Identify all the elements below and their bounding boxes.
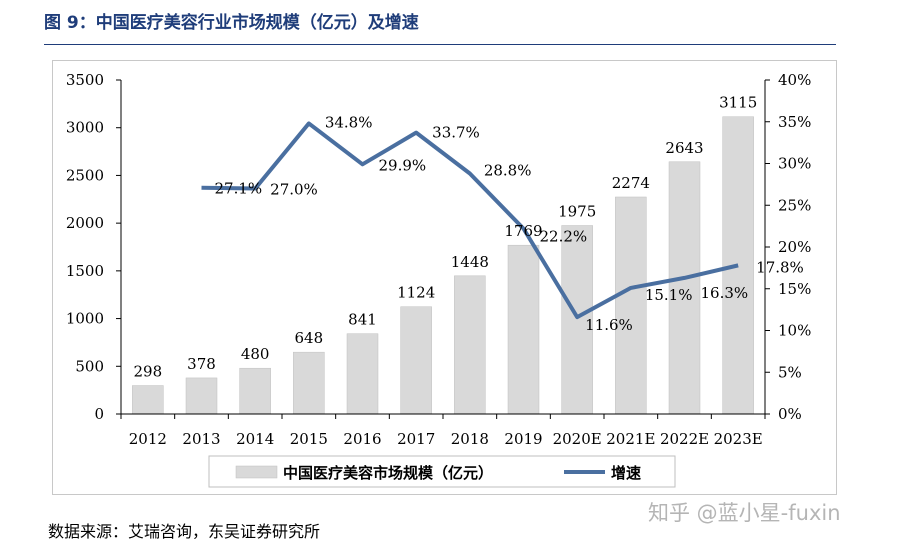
legend: 中国医疗美容市场规模（亿元） 增速 bbox=[208, 455, 676, 488]
bar-value-label: 2274 bbox=[612, 174, 650, 192]
x-tick-label: 2015 bbox=[290, 430, 328, 448]
x-tick-label: 2021E bbox=[606, 430, 655, 448]
x-tick-label: 2012 bbox=[129, 430, 167, 448]
bar-value-label: 378 bbox=[187, 355, 216, 373]
x-tick-label: 2020E bbox=[553, 430, 602, 448]
y2-tick-label: 5% bbox=[778, 363, 802, 381]
labels-group: 298 378 480 648 841 1124 1448 1769 1975 2274 2643 3… bbox=[134, 94, 804, 381]
bar-2016 bbox=[346, 333, 379, 415]
chart-frame bbox=[52, 60, 837, 495]
y-tick-label: 2000 bbox=[66, 214, 104, 232]
y2-tick-label: 25% bbox=[778, 196, 811, 214]
legend-line-label: 增速 bbox=[611, 464, 641, 482]
bar-value-label: 2643 bbox=[665, 139, 703, 157]
bar-2014 bbox=[239, 367, 271, 415]
line-value-label: 17.8% bbox=[756, 258, 804, 276]
line-value-label: 27.1% bbox=[215, 180, 263, 198]
bar-2018 bbox=[454, 275, 486, 415]
x-tick-label: 2017 bbox=[397, 430, 435, 448]
watermark: 知乎 @蓝小星-fuxin bbox=[648, 501, 841, 525]
x-tick-label: 2014 bbox=[236, 430, 274, 448]
bar-value-label: 3115 bbox=[719, 94, 757, 112]
y-tick-label: 1000 bbox=[66, 310, 104, 328]
y2-tick-label: 35% bbox=[778, 113, 811, 131]
bar-2015 bbox=[293, 351, 325, 415]
y2-tick-label: 15% bbox=[778, 280, 811, 298]
line-value-label: 34.8% bbox=[325, 113, 373, 131]
x-tick-label: 2019 bbox=[504, 430, 542, 448]
line-group bbox=[201, 121, 739, 320]
bar-2013 bbox=[185, 377, 218, 415]
x-tick-label: 2013 bbox=[182, 430, 220, 448]
y2-tick-label: 40% bbox=[778, 71, 811, 89]
title-rule bbox=[44, 44, 836, 45]
y-tick-label: 3500 bbox=[66, 71, 104, 89]
bar-2019 bbox=[507, 244, 540, 415]
y2-tick-label: 20% bbox=[778, 238, 811, 256]
y-tick-label: 500 bbox=[75, 357, 104, 375]
bar-value-label: 298 bbox=[134, 363, 163, 381]
line-value-label: 33.7% bbox=[432, 124, 480, 142]
y-tick-label: 3000 bbox=[66, 119, 104, 137]
source-note: 数据来源：艾瑞咨询，东吴证券研究所 bbox=[48, 522, 321, 541]
x-tick-label: 2022E bbox=[660, 430, 709, 448]
bar-value-label: 841 bbox=[348, 311, 377, 329]
bar-value-label: 1124 bbox=[397, 284, 435, 302]
bar-value-label: 1448 bbox=[451, 253, 489, 271]
bar-value-label: 480 bbox=[241, 345, 270, 363]
line-value-label: 27.0% bbox=[270, 181, 318, 199]
x-tick-label: 2016 bbox=[343, 430, 381, 448]
x-tick-label: 2018 bbox=[451, 430, 489, 448]
line-value-label: 16.3% bbox=[701, 284, 749, 302]
legend-bar-label: 中国医疗美容市场规模（亿元） bbox=[283, 464, 493, 482]
line-value-label: 29.9% bbox=[379, 156, 427, 174]
bar-2012 bbox=[132, 385, 164, 415]
y-tick-label: 0 bbox=[94, 405, 104, 423]
x-tick-label: 2023E bbox=[714, 430, 763, 448]
line-value-label: 22.2% bbox=[540, 228, 588, 246]
figure-title: 图 9：中国医疗美容行业市场规模（亿元）及增速 bbox=[44, 13, 419, 33]
legend-bar-swatch bbox=[235, 465, 278, 479]
bar-value-label: 648 bbox=[295, 329, 324, 347]
line-value-label: 15.1% bbox=[645, 286, 693, 304]
growth-line bbox=[201, 121, 739, 320]
bar-2020E bbox=[561, 225, 593, 415]
y-tick-label: 1500 bbox=[66, 262, 104, 280]
bar-2017 bbox=[400, 306, 432, 415]
bar-value-label: 1769 bbox=[504, 222, 542, 240]
y2-tick-label: 10% bbox=[778, 322, 811, 340]
y2-tick-label: 30% bbox=[778, 155, 811, 173]
y2-tick-label: 0% bbox=[778, 405, 802, 423]
bar-2021E bbox=[615, 196, 647, 415]
line-value-label: 28.8% bbox=[484, 162, 532, 180]
y-tick-label: 2500 bbox=[66, 166, 104, 184]
bars-group bbox=[132, 116, 754, 415]
bar-value-label: 1975 bbox=[558, 203, 596, 221]
axes-group: 0 500 1000 1500 2000 2500 3000 3500 0% 5% 10% 15% 20… bbox=[66, 71, 812, 448]
line-value-label: 11.6% bbox=[585, 316, 633, 334]
bar-2022E bbox=[668, 161, 701, 415]
